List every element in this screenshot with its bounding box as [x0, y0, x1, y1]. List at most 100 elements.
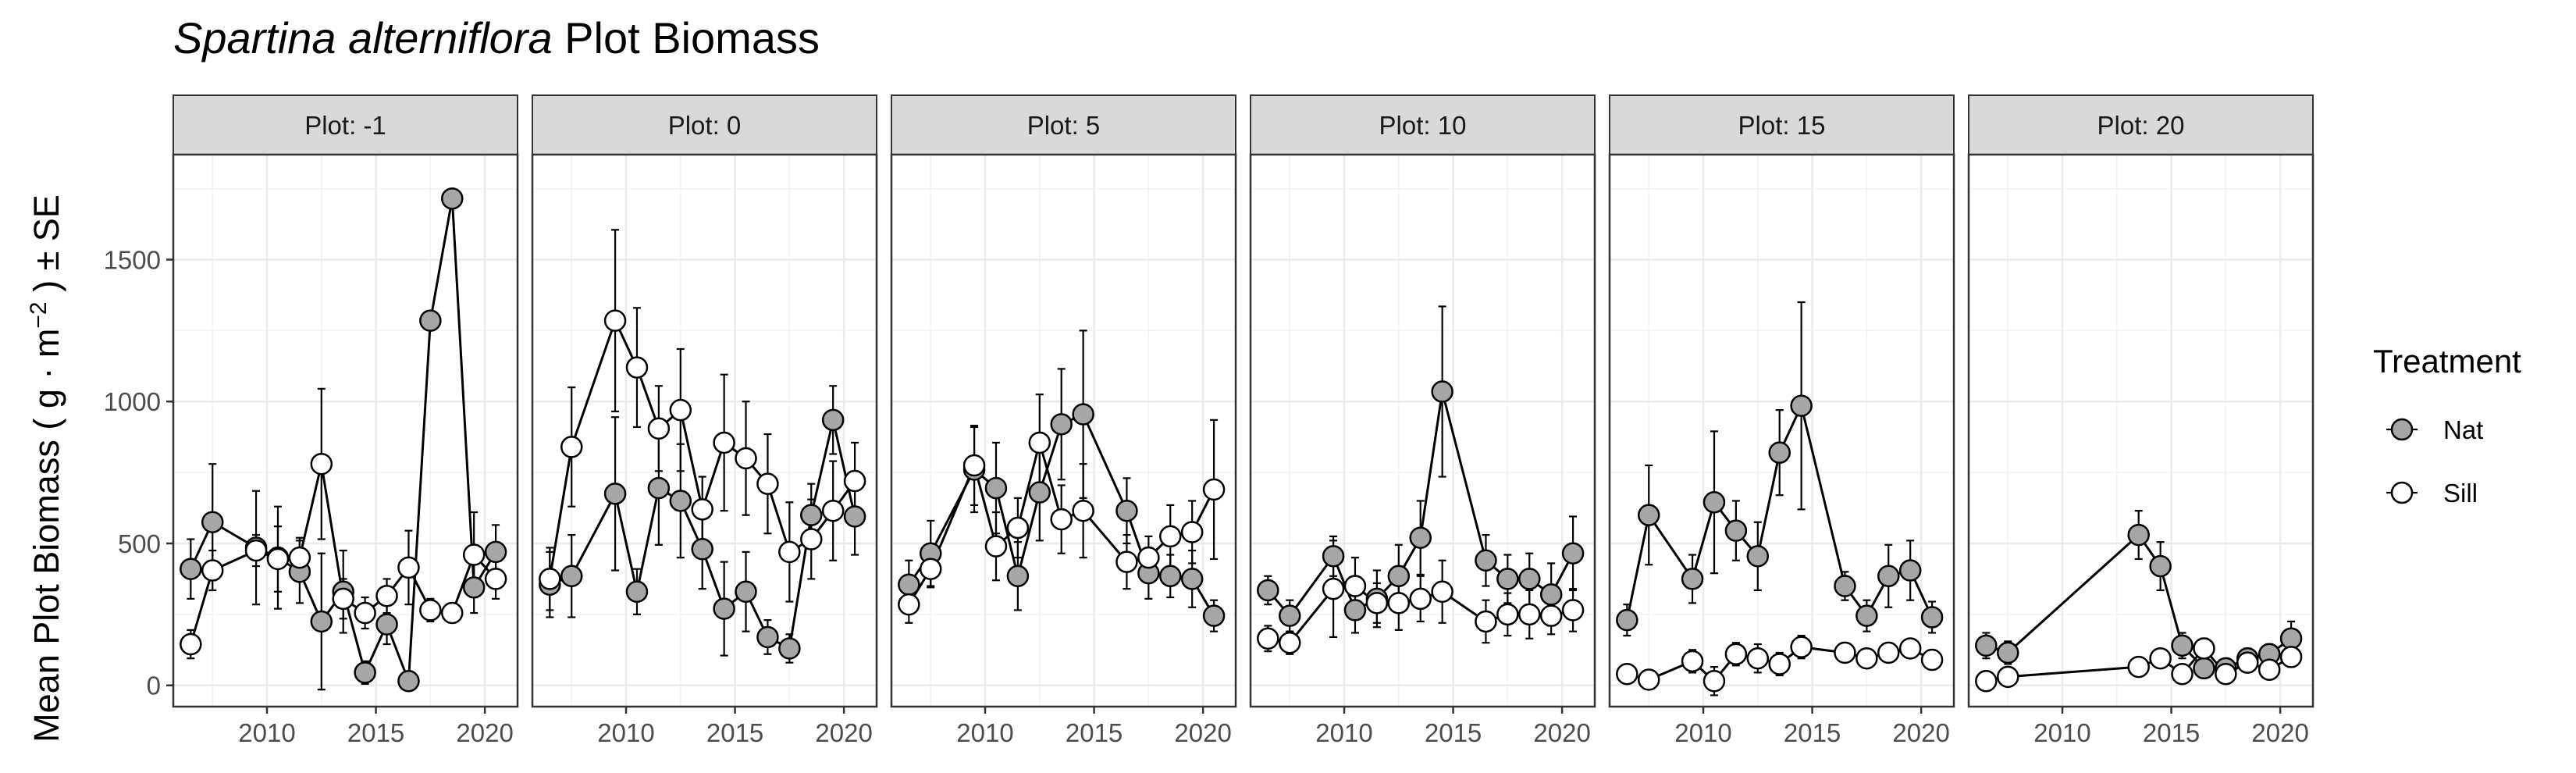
- panel-4-nat-point: [1518, 568, 1541, 590]
- panel-2-sill-point: [800, 528, 823, 550]
- y-tick-label: 1000: [104, 387, 161, 416]
- panel-3-nat-point: [1159, 565, 1182, 588]
- panel-1-sill-point: [375, 584, 398, 607]
- panel-5-sill-point: [1616, 662, 1638, 686]
- panel-6-sill-point: [2193, 637, 2215, 660]
- panel-5-nat-point: [1920, 606, 1944, 629]
- y-axis-label-sup: −2: [26, 301, 52, 328]
- panel-4-sill-point: [1278, 631, 1301, 654]
- panel-5-nat-point: [1856, 604, 1878, 627]
- panel-2-nat-point: [778, 637, 801, 660]
- panel-5-sill-point: [1790, 636, 1813, 658]
- panel-3-x-tick-label: 2010: [956, 718, 1013, 747]
- panel-1-sill-point: [462, 543, 486, 566]
- panel-2-nat-point: [560, 565, 583, 588]
- panel-5-nat-point: [1703, 491, 1726, 514]
- panel-6-sill-point: [2279, 646, 2303, 668]
- panel-3-strip-label: Plot: 5: [1027, 111, 1101, 140]
- panel-2-sill-point: [669, 398, 692, 422]
- panel-3-sill-point: [984, 535, 1008, 557]
- panel-2-sill-point: [603, 309, 627, 332]
- panel-4-sill-point: [1322, 577, 1345, 600]
- panel-2-nat-point: [756, 625, 779, 649]
- panel-5-nat-point: [1681, 568, 1704, 590]
- panel-4-nat-point: [1539, 583, 1563, 606]
- panel-3-nat-point: [1202, 604, 1226, 627]
- panel-5-nat-point: [1724, 519, 1748, 542]
- panel-4-nat-point: [1496, 568, 1519, 590]
- panel-1-nat-point: [484, 540, 507, 564]
- panel-5-strip: [1609, 94, 1955, 155]
- panel-5-nat-point: [1637, 504, 1660, 526]
- panel-4-nat-point: [1322, 545, 1345, 568]
- panel-1-sill-point: [244, 539, 268, 562]
- panel-6-sill-point: [2127, 655, 2150, 679]
- panel-4-border: [1249, 153, 1596, 708]
- panel-6-strip-label: Plot: 20: [2097, 111, 2185, 140]
- legend-title: Treatment: [2373, 343, 2521, 379]
- panel-3-sill-point: [898, 593, 920, 616]
- chart-title-rest: Plot Biomass: [564, 13, 820, 62]
- panel-3-nat-point: [1180, 568, 1204, 590]
- panel-3-nat-point: [1115, 499, 1138, 522]
- panel-4-nat-point: [1431, 380, 1453, 403]
- panel-4-sill-point: [1387, 592, 1411, 614]
- panel-3-nat-point: [1072, 403, 1094, 426]
- panel-2-nat-point: [735, 580, 757, 604]
- panel-1-nat-point: [441, 187, 464, 210]
- panel-5-nat-point: [1746, 545, 1770, 568]
- y-axis-label-m: m: [27, 329, 66, 358]
- panel-4-strip: [1250, 94, 1596, 155]
- panel-5-sill-point: [1703, 670, 1726, 693]
- panel-1-sill-point: [484, 568, 507, 590]
- panel-2-sill-point: [691, 498, 713, 521]
- panel-4-nat-point: [1387, 565, 1411, 588]
- panel-6-sill-point: [2258, 658, 2281, 681]
- panel-1-border: [172, 153, 519, 708]
- panel-6-strip: [1968, 94, 2314, 155]
- panel-1-sill-point: [419, 599, 442, 622]
- panel-4-x-tick-label: 2010: [1315, 718, 1372, 747]
- panel-6-sill-point: [2171, 662, 2194, 686]
- chart-title-italic: Spartina alterniflora: [173, 13, 553, 62]
- panel-1-sill-point: [332, 587, 354, 611]
- y-axis: 0 500 1000 1500: [104, 245, 173, 700]
- legend: Treatment Nat Sill: [2373, 343, 2521, 508]
- panel-5-sill-point: [1834, 641, 1856, 664]
- panel-3-sill-point: [1072, 499, 1094, 522]
- panel-2-sill-point: [713, 431, 735, 454]
- panel-6-sill-point: [1996, 665, 2019, 689]
- panel-4-nat-point: [1257, 579, 1279, 602]
- panel-2-border: [531, 153, 878, 708]
- panel-1-nat-point: [180, 557, 202, 580]
- panel-1-sill-point: [441, 601, 464, 625]
- panel-3-sill-point: [1115, 550, 1138, 573]
- panel-4-sill-point: [1409, 587, 1432, 611]
- panel-2-sill-point: [560, 436, 583, 458]
- panel-4-sill-point: [1518, 603, 1541, 626]
- panel-6-background: [1969, 155, 2313, 707]
- panel-2-nat-point: [800, 504, 823, 526]
- y-axis-label-dot: ·: [27, 368, 66, 379]
- panel-5-nat-point: [1898, 559, 1922, 582]
- panel-3-nat-point: [1006, 565, 1030, 588]
- panel-1-sill-point: [310, 452, 333, 476]
- panel-5-nat-point: [1768, 441, 1791, 464]
- panel-1-nat-point: [462, 576, 486, 599]
- panel-4-x-tick-label: 2020: [1533, 718, 1590, 747]
- panel-4-sill-point: [1343, 575, 1367, 597]
- panel-2-nat-point: [603, 483, 627, 505]
- panel-4-nat-point: [1343, 599, 1367, 622]
- panel-5-sill-point: [1724, 643, 1748, 666]
- panel-5-x-tick-label: 2020: [1892, 718, 1949, 747]
- panel-3-sill-point: [1202, 478, 1226, 501]
- y-axis-label: Mean Plot Biomass ( g · m−2 ) ± SE: [26, 194, 66, 743]
- panel-5-nat-point: [1877, 565, 1900, 588]
- panel-4-nat-point: [1475, 549, 1497, 572]
- panel-4-sill-point: [1365, 592, 1389, 614]
- panel-5-sill-point: [1681, 650, 1704, 673]
- panel-6-x-tick-label: 2020: [2251, 718, 2308, 747]
- panel-1-strip: [173, 94, 518, 155]
- panel-4-sill-point: [1257, 627, 1279, 650]
